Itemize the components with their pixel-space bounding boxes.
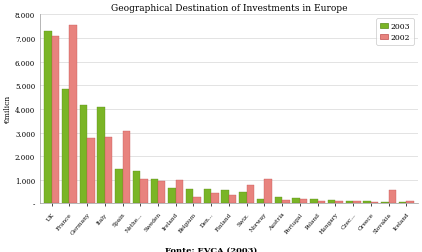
Bar [346, 201, 353, 204]
Bar [247, 185, 254, 204]
Text: Fonte: EVCA (2003): Fonte: EVCA (2003) [165, 246, 257, 252]
Legend: 2003, 2002: 2003, 2002 [376, 19, 414, 46]
Bar [363, 201, 371, 204]
Bar [62, 89, 69, 204]
Bar [44, 32, 51, 204]
Bar [105, 138, 112, 204]
Bar [239, 192, 247, 204]
Bar [211, 193, 219, 204]
Bar [310, 200, 318, 204]
Bar [133, 171, 140, 204]
Bar [389, 190, 396, 204]
Bar [381, 202, 389, 204]
Bar [265, 179, 272, 204]
Bar [97, 107, 105, 204]
Bar [371, 202, 378, 204]
Bar [282, 200, 289, 204]
Bar [51, 37, 59, 204]
Bar [335, 201, 343, 204]
Bar [80, 106, 87, 204]
Bar [87, 139, 95, 204]
Bar [151, 179, 158, 204]
Bar [140, 179, 148, 204]
Bar [186, 190, 193, 204]
Bar [292, 198, 300, 204]
Bar [193, 197, 201, 204]
Bar [275, 197, 282, 204]
Bar [229, 196, 236, 204]
Bar [406, 201, 414, 204]
Bar [222, 190, 229, 204]
Bar [176, 180, 183, 204]
Bar [69, 26, 77, 204]
Bar [122, 132, 130, 204]
Bar [300, 199, 307, 204]
Bar [399, 203, 406, 204]
Bar [328, 200, 335, 204]
Title: Geographical Destination of Investments in Europe: Geographical Destination of Investments … [111, 4, 347, 13]
Bar [318, 201, 325, 204]
Bar [168, 188, 176, 204]
Bar [353, 201, 360, 204]
Y-axis label: €milicn: €milicn [4, 96, 12, 123]
Bar [204, 190, 211, 204]
Bar [158, 181, 165, 204]
Bar [115, 170, 122, 204]
Bar [257, 199, 265, 204]
